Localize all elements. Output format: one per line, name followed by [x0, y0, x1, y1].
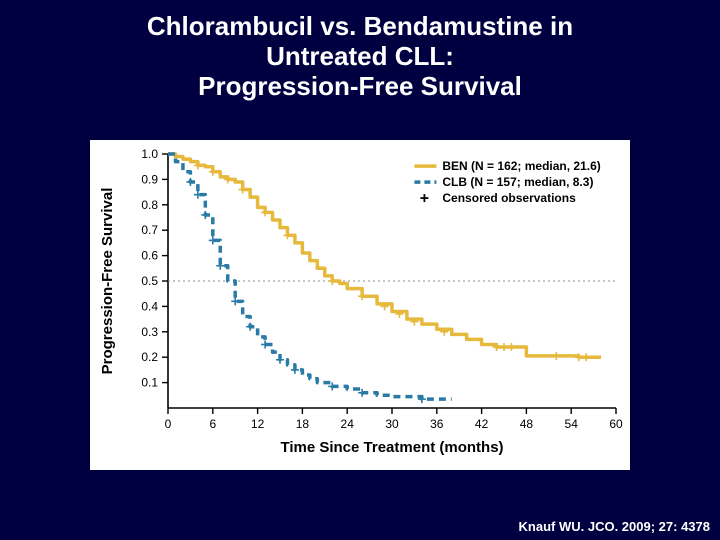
- x-tick-label: 60: [609, 417, 623, 431]
- censor-mark: [507, 343, 515, 351]
- y-tick-label: 0.7: [141, 223, 158, 237]
- legend: BEN (N = 162; median, 21.6) CLB (N = 157;…: [414, 159, 600, 205]
- censor-mark: [276, 356, 284, 364]
- censor-mark: [261, 341, 269, 349]
- title-line: Chlorambucil vs. Bendamustine in: [147, 11, 573, 41]
- citation-text: Knauf WU. JCO. 2009; 27: 4378: [519, 519, 710, 534]
- y-tick-label: 1.0: [141, 147, 158, 161]
- censor-mark: [209, 168, 217, 176]
- legend-item-label: CLB (N = 157; median, 8.3): [442, 175, 593, 189]
- censor-mark: [358, 292, 366, 300]
- censor-mark: [194, 191, 202, 199]
- y-tick-label: 0.3: [141, 325, 158, 339]
- x-axis-label: Time Since Treatment (months): [280, 439, 503, 456]
- x-tick-label: 30: [385, 417, 399, 431]
- chart-panel: 0 6 12 18 24 30 36 42 48 54 60 0.1 0.2 0.3 0.4 0.5 0.6 0.…: [90, 140, 630, 470]
- x-tick-label: 36: [430, 417, 444, 431]
- y-tick-label: 0.4: [141, 299, 158, 313]
- censor-mark: [500, 343, 508, 351]
- censor-mark: [231, 297, 239, 305]
- censor-mark: [209, 236, 217, 244]
- censor-mark: [239, 186, 247, 194]
- censor-mark: [216, 262, 224, 270]
- series-clb: [168, 154, 452, 399]
- y-tick-label: 0.6: [141, 249, 158, 263]
- x-tick-label: 48: [520, 417, 534, 431]
- x-tick-label: 54: [565, 417, 579, 431]
- legend-item-label: BEN (N = 162; median, 21.6): [442, 159, 600, 173]
- censor-mark: [246, 323, 254, 331]
- x-tick-label: 18: [296, 417, 310, 431]
- y-tick-label: 0.8: [141, 198, 158, 212]
- censor-mark: [201, 211, 209, 219]
- page-title: Chlorambucil vs. Bendamustine inUntreate…: [0, 0, 720, 102]
- y-tick-label: 0.1: [141, 376, 158, 390]
- legend-item-label: Censored observations: [442, 191, 576, 205]
- censor-mark: [552, 352, 560, 360]
- censor-mark: [328, 277, 336, 285]
- censor-mark: [261, 208, 269, 216]
- x-tick-label: 6: [209, 417, 216, 431]
- title-line: Progression-Free Survival: [198, 71, 522, 101]
- y-tick-label: 0.5: [141, 274, 158, 288]
- survival-chart: 0 6 12 18 24 30 36 42 48 54 60 0.1 0.2 0.3 0.4 0.5 0.6 0.…: [90, 140, 630, 470]
- y-tick-label: 0.9: [141, 172, 158, 186]
- y-tick-label: 0.2: [141, 350, 158, 364]
- censor-mark: [291, 366, 299, 374]
- title-line: Untreated CLL:: [266, 41, 454, 71]
- censor-mark: [283, 231, 291, 239]
- x-tick-label: 12: [251, 417, 265, 431]
- x-tick-label: 0: [165, 417, 172, 431]
- x-tick-label: 42: [475, 417, 489, 431]
- censor-mark: [582, 353, 590, 361]
- censor-mark: [186, 178, 194, 186]
- x-tick-label: 24: [341, 417, 355, 431]
- y-axis-label: Progression-Free Survival: [99, 188, 116, 375]
